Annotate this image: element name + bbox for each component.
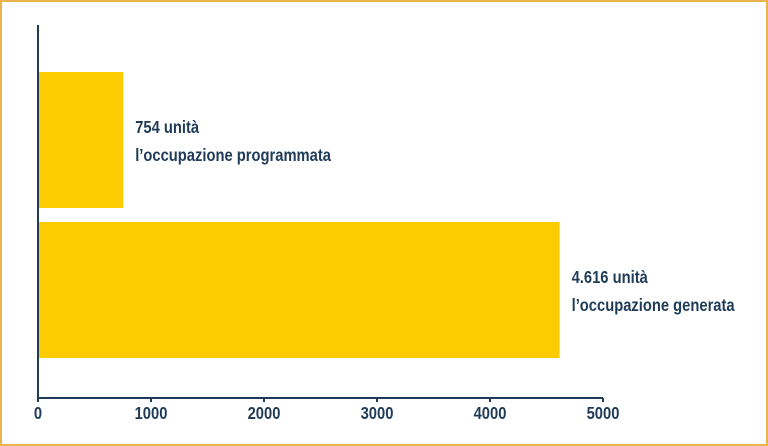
- x-tick-label: 4000: [474, 403, 507, 423]
- value-label: 4.616 unità: [572, 267, 649, 287]
- x-tick-label: 5000: [587, 403, 620, 423]
- category-label: l’occupazione generata: [572, 295, 736, 315]
- x-tick-label: 3000: [361, 403, 394, 423]
- x-tick-label: 0: [34, 403, 42, 423]
- x-tick-label: 1000: [135, 403, 168, 423]
- x-tick-label: 2000: [248, 403, 281, 423]
- bar: [38, 222, 560, 358]
- category-label: l’occupazione programmata: [135, 145, 332, 165]
- bar: [38, 72, 124, 208]
- value-label: 754 unità: [135, 117, 200, 137]
